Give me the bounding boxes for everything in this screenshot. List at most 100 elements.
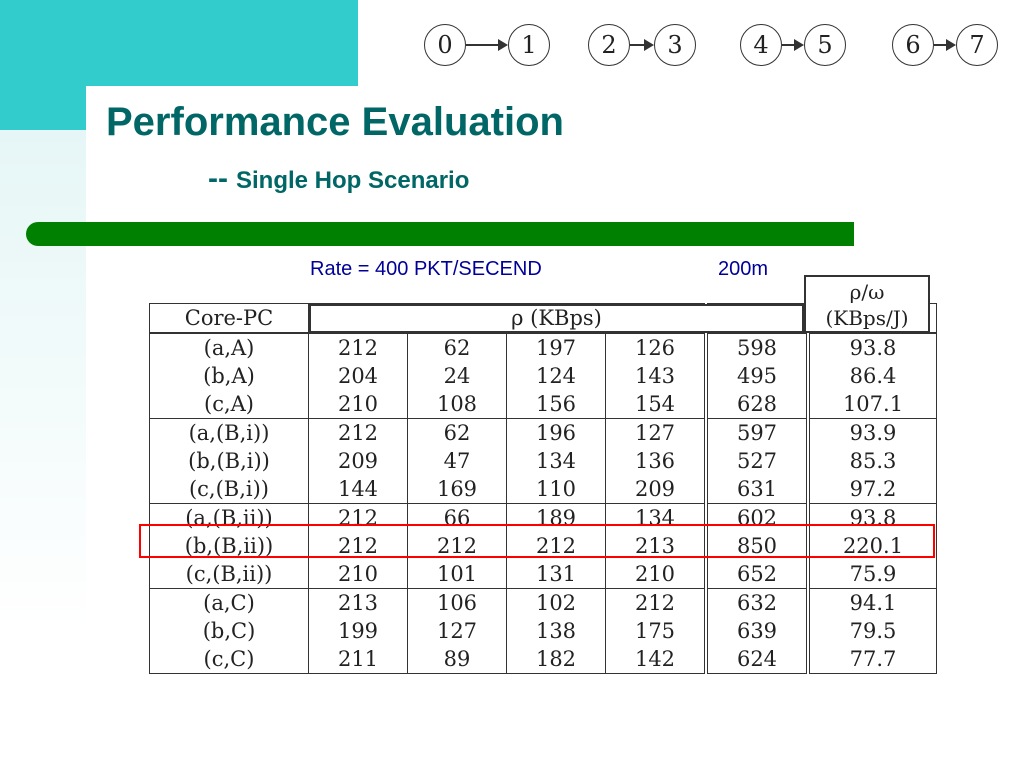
table-cell: 212 — [308, 418, 408, 447]
node-circle: 7 — [956, 24, 998, 66]
table-cell: 212 — [308, 333, 408, 362]
highlight-row-box — [139, 524, 935, 558]
header-core-pc: Core-PC — [149, 303, 309, 334]
row-label: (a,A) — [149, 333, 309, 362]
node-circle: 1 — [508, 24, 550, 66]
table-cell: 212 — [308, 532, 408, 560]
table-cell: 199 — [308, 617, 408, 645]
table-cell: 62 — [407, 418, 507, 447]
table-cell: 131 — [506, 560, 606, 589]
table-cell: 89 — [407, 645, 507, 674]
table-cell: 602 — [705, 503, 810, 532]
table-cell: 93.9 — [807, 418, 937, 447]
row-label: (c,(B,ii)) — [149, 560, 309, 589]
table-row: (b,(B,i)) 209 47 134 136 527 85.3 — [149, 447, 937, 475]
row-label: (a,(B,i)) — [149, 418, 309, 447]
table-cell: 102 — [506, 588, 606, 617]
table-cell: 189 — [506, 503, 606, 532]
row-label: (a,(B,ii)) — [149, 503, 309, 532]
table-cell: 77.7 — [807, 645, 937, 674]
table-cell: 154 — [605, 390, 708, 419]
table-cell: 126 — [605, 333, 708, 362]
table-row: (b,(B,ii)) 212 212 212 213 850 220.1 — [149, 532, 937, 560]
node-chain-diagram: 0 1 2 3 4 5 6 7 — [0, 0, 1024, 90]
table-row: (c,A) 210 108 156 154 628 107.1 — [149, 390, 937, 419]
table-cell: 210 — [308, 560, 408, 589]
row-label: (c,C) — [149, 645, 309, 674]
table-cell: 652 — [705, 560, 810, 589]
table-cell: 211 — [308, 645, 408, 674]
table-cell: 138 — [506, 617, 606, 645]
arrow-icon — [934, 39, 956, 51]
table-cell: 624 — [705, 645, 810, 674]
table-cell: 134 — [506, 447, 606, 475]
table-cell: 210 — [308, 390, 408, 419]
table-cell: 79.5 — [807, 617, 937, 645]
row-label: (a,C) — [149, 588, 309, 617]
table-cell: 213 — [308, 588, 408, 617]
slide-subtitle: -- Single Hop Scenario — [208, 162, 469, 196]
table-cell: 93.8 — [807, 503, 937, 532]
row-label: (b,A) — [149, 362, 309, 390]
table-cell: 142 — [605, 645, 708, 674]
table-cell: 24 — [407, 362, 507, 390]
table-cell: 127 — [407, 617, 507, 645]
table-cell: 213 — [605, 532, 708, 560]
table-cell: 197 — [506, 333, 606, 362]
row-label: (c,(B,i)) — [149, 475, 309, 504]
table-cell: 66 — [407, 503, 507, 532]
table-cell: 144 — [308, 475, 408, 504]
node-circle: 0 — [424, 24, 466, 66]
table-cell: 210 — [605, 560, 708, 589]
table-cell: 143 — [605, 362, 708, 390]
table-cell: 182 — [506, 645, 606, 674]
table-cell: 212 — [506, 532, 606, 560]
arrow-icon — [630, 39, 654, 51]
table-cell: 110 — [506, 475, 606, 504]
table-cell: 62 — [407, 333, 507, 362]
table-row: (a,A) 212 62 197 126 598 93.8 — [149, 333, 937, 362]
table-row: (a,(B,ii)) 212 66 189 134 602 93.8 — [149, 503, 937, 532]
header-ratio: ρ/ω (KBps/J) — [804, 275, 930, 333]
subtitle-text: Single Hop Scenario — [235, 167, 470, 194]
distance-label: 200m — [718, 258, 769, 280]
table-cell: 97.2 — [807, 475, 937, 504]
row-label: (b,(B,ii)) — [149, 532, 309, 560]
table-row: (a,C) 213 106 102 212 632 94.1 — [149, 588, 937, 617]
table-row: (c,(B,ii)) 210 101 131 210 652 75.9 — [149, 560, 937, 589]
table-cell: 628 — [705, 390, 810, 419]
rate-label: Rate = 400 PKT/SECEND — [310, 258, 542, 280]
table-row: (c,(B,i)) 144 169 110 209 631 97.2 — [149, 475, 937, 504]
decor-fade — [0, 130, 86, 630]
header-ratio-unit: (KBps/J) — [825, 306, 909, 330]
table-cell: 209 — [605, 475, 708, 504]
table-cell: 108 — [407, 390, 507, 419]
node-circle: 5 — [804, 24, 846, 66]
table-row: (b,C) 199 127 138 175 639 79.5 — [149, 617, 937, 645]
table-cell: 196 — [506, 418, 606, 447]
table-cell: 134 — [605, 503, 708, 532]
node-circle: 2 — [588, 24, 630, 66]
row-label: (b,(B,i)) — [149, 447, 309, 475]
table-cell: 169 — [407, 475, 507, 504]
title-divider-bar — [26, 222, 854, 246]
table-row: (a,(B,i)) 212 62 196 127 597 93.9 — [149, 418, 937, 447]
node-circle: 6 — [892, 24, 934, 66]
subtitle-dash: -- — [208, 162, 228, 195]
table-cell: 598 — [705, 333, 810, 362]
table-cell: 94.1 — [807, 588, 937, 617]
table-cell: 107.1 — [807, 390, 937, 419]
table-cell: 527 — [705, 447, 810, 475]
table-cell: 124 — [506, 362, 606, 390]
table-row: (c,C) 211 89 182 142 624 77.7 — [149, 645, 937, 674]
table-cell: 632 — [705, 588, 810, 617]
arrow-icon — [466, 39, 508, 51]
table-cell: 106 — [407, 588, 507, 617]
row-label: (c,A) — [149, 390, 309, 419]
node-circle: 3 — [654, 24, 696, 66]
table-cell: 75.9 — [807, 560, 937, 589]
decor-teal-strip — [52, 86, 86, 130]
table-cell: 220.1 — [807, 532, 937, 560]
table-cell: 85.3 — [807, 447, 937, 475]
decor-teal-block — [0, 0, 358, 86]
